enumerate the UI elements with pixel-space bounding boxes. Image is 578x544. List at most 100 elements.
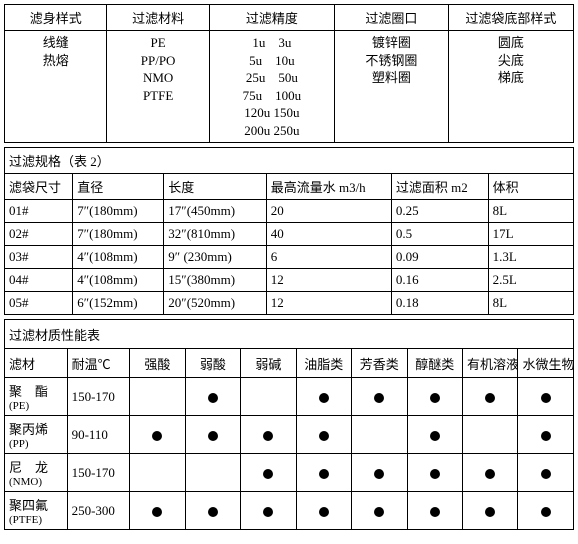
t1-h3: 过滤圈口 [334,5,448,31]
t1-r-0: 镀锌圈 [339,34,444,52]
t1-p-0: 1u 3u [214,34,330,52]
t3-h9: 水微生物 [518,349,574,378]
t3-dot-cell [407,454,462,492]
t2-h3: 最高流量水 m3/h [266,174,391,200]
dot-icon [208,431,218,441]
t1-h4: 过滤袋底部样式 [448,5,573,31]
t2-cell: 12 [266,269,391,292]
t3-dot-cell [407,378,462,416]
t2-h4: 过滤面积 m2 [391,174,488,200]
t1-b-1: 尖底 [453,52,569,70]
t2-cell: 6 [266,246,391,269]
t1-h2: 过滤精度 [209,5,334,31]
dot-icon [263,431,273,441]
dot-icon [319,469,329,479]
t3-temp: 250-300 [67,492,130,530]
t3-dot-cell [130,416,185,454]
t1-ring: 镀锌圈 不锈钢圈 塑料圈 [334,31,448,143]
t3-temp: 150-170 [67,378,130,416]
t3-dot-cell [462,492,517,530]
table-material-performance: 过滤材质性能表 滤材耐温℃强酸弱酸弱碱油脂类芳香类醇醚类有机溶液水微生物 聚 酯… [4,319,574,530]
t1-m-0: PE [111,34,204,52]
t2-cell: 17L [488,223,573,246]
t3-h5: 油脂类 [296,349,351,378]
table-row: 01#7″(180mm)17″(450mm)200.258L [5,200,574,223]
t3-dot-cell [407,416,462,454]
table-row: 聚丙烯(PP)90-110 [5,416,574,454]
dot-icon [541,393,551,403]
t3-dot-cell [462,378,517,416]
t3-dot-cell [296,378,351,416]
t3-dot-cell [130,454,185,492]
dot-icon [263,469,273,479]
t1-h0: 滤身样式 [5,5,107,31]
t3-dot-cell [130,492,185,530]
table-row: 聚 酯(PE)150-170 [5,378,574,416]
t2-h0: 滤袋尺寸 [5,174,73,200]
t3-dot-cell [296,416,351,454]
t2-h2: 长度 [164,174,266,200]
t1-bs-0: 线缝 [9,34,102,52]
t3-h6: 芳香类 [352,349,407,378]
t3-dot-cell [462,454,517,492]
t1-p-2: 25u 50u [214,69,330,87]
table-row: 聚四氟(PTFE)250-300 [5,492,574,530]
t3-h7: 醇醚类 [407,349,462,378]
table-row: 03#4″(108mm)9″ (230mm)60.091.3L [5,246,574,269]
t2-cell: 4″(108mm) [73,246,164,269]
t3-h1: 耐温℃ [67,349,130,378]
t3-h8: 有机溶液 [462,349,517,378]
t1-r-1: 不锈钢圈 [339,52,444,70]
t3-dot-cell [462,416,517,454]
t2-h5: 体积 [488,174,573,200]
t3-dot-cell [518,416,574,454]
t3-material-name: 聚 酯(PE) [5,378,68,416]
t2-cell: 0.09 [391,246,488,269]
dot-icon [541,469,551,479]
t2-cell: 9″ (230mm) [164,246,266,269]
t1-p-5: 200u 250u [214,122,330,140]
t3-temp: 150-170 [67,454,130,492]
t2-cell: 05# [5,292,73,315]
t2-cell: 17″(450mm) [164,200,266,223]
t2-cell: 0.18 [391,292,488,315]
t3-material-name: 聚丙烯(PP) [5,416,68,454]
dot-icon [541,431,551,441]
t3-dot-cell [518,492,574,530]
t3-dot-cell [352,416,407,454]
table-row: 05#6″(152mm)20″(520mm)120.188L [5,292,574,315]
t2-title: 过滤规格（表 2） [5,148,574,174]
dot-icon [430,469,440,479]
t1-r-2: 塑料圈 [339,69,444,87]
t3-h2: 强酸 [130,349,185,378]
dot-icon [319,393,329,403]
t1-material: PE PP/PO NMO PTFE [107,31,209,143]
t1-p-3: 75u 100u [214,87,330,105]
t1-b-0: 圆底 [453,34,569,52]
t2-cell: 01# [5,200,73,223]
t3-dot-cell [296,454,351,492]
table-row: 02#7″(180mm)32″(810mm)400.517L [5,223,574,246]
t3-dot-cell [241,378,296,416]
dot-icon [485,393,495,403]
t2-cell: 8L [488,200,573,223]
t2-cell: 4″(108mm) [73,269,164,292]
dot-icon [374,469,384,479]
t3-dot-cell [241,492,296,530]
t3-h4: 弱碱 [241,349,296,378]
t2-cell: 04# [5,269,73,292]
t1-precision: 1u 3u 5u 10u 25u 50u 75u 100u 120u 150u … [209,31,334,143]
dot-icon [319,507,329,517]
dot-icon [208,507,218,517]
dot-icon [263,507,273,517]
dot-icon [208,393,218,403]
table-row: 04#4″(108mm)15″(380mm)120.162.5L [5,269,574,292]
t3-dot-cell [185,378,240,416]
t2-cell: 0.25 [391,200,488,223]
t3-dot-cell [352,378,407,416]
t2-h1: 直径 [73,174,164,200]
t1-bottom: 圆底 尖底 梯底 [448,31,573,143]
t3-material-name: 尼 龙(NMO) [5,454,68,492]
dot-icon [152,431,162,441]
t3-dot-cell [241,416,296,454]
